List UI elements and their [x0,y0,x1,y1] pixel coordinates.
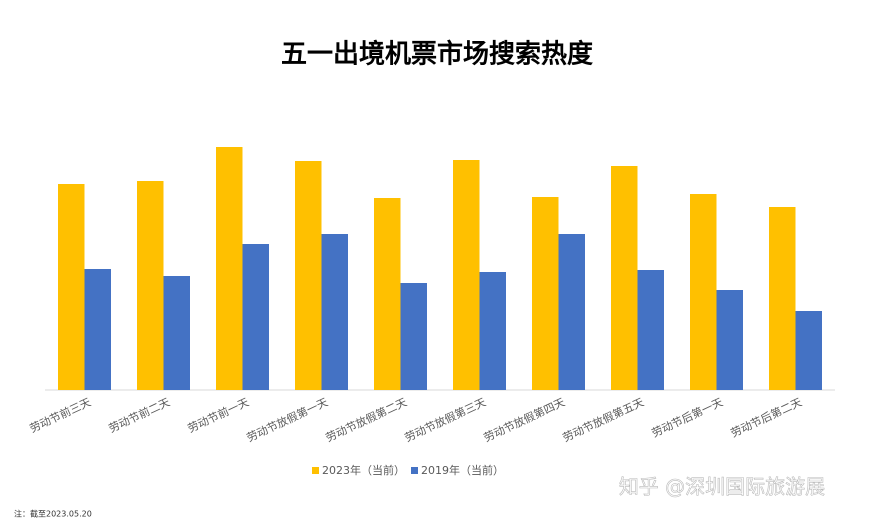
bar [84,269,111,390]
bar [216,147,243,390]
bar [611,166,638,390]
bar [769,207,796,390]
bar [58,184,85,390]
bar [690,194,717,390]
bar [321,234,348,390]
bar [137,181,164,390]
bar [479,272,506,390]
bar [716,290,743,390]
legend-swatch [312,467,319,474]
legend-label: 2019年（当前） [421,463,504,477]
bar [295,161,322,390]
legend-label: 2023年（当前） [322,463,405,477]
x-tick-label: 劳动节放假第一天 [244,395,330,445]
x-tick-label: 劳动节后第二天 [728,395,804,440]
x-tick-label: 劳动节放假第四天 [481,395,567,445]
watermark: 知乎 @深圳国际旅游展 [619,475,825,499]
x-tick-label: 劳动节放假第二天 [323,395,409,445]
chart-title: 五一出境机票市场搜索热度 [281,39,593,70]
bar [795,311,822,390]
bar [374,198,401,390]
bar [453,160,480,390]
x-tick-label: 劳动节前一天 [185,395,251,436]
bar [400,283,427,390]
x-tick-label: 劳动节前三天 [27,395,93,436]
x-tick-label: 劳动节放假第三天 [402,395,488,445]
bar [532,197,559,390]
bar [163,276,190,390]
bar [242,244,269,390]
bar [558,234,585,390]
legend-swatch [411,467,418,474]
note: 注：截至2023.05.20 [14,509,92,519]
x-tick-label: 劳动节前二天 [106,395,172,436]
x-tick-label: 劳动节放假第五天 [560,395,646,445]
x-tick-label: 劳动节后第一天 [649,395,725,440]
bar [637,270,664,390]
